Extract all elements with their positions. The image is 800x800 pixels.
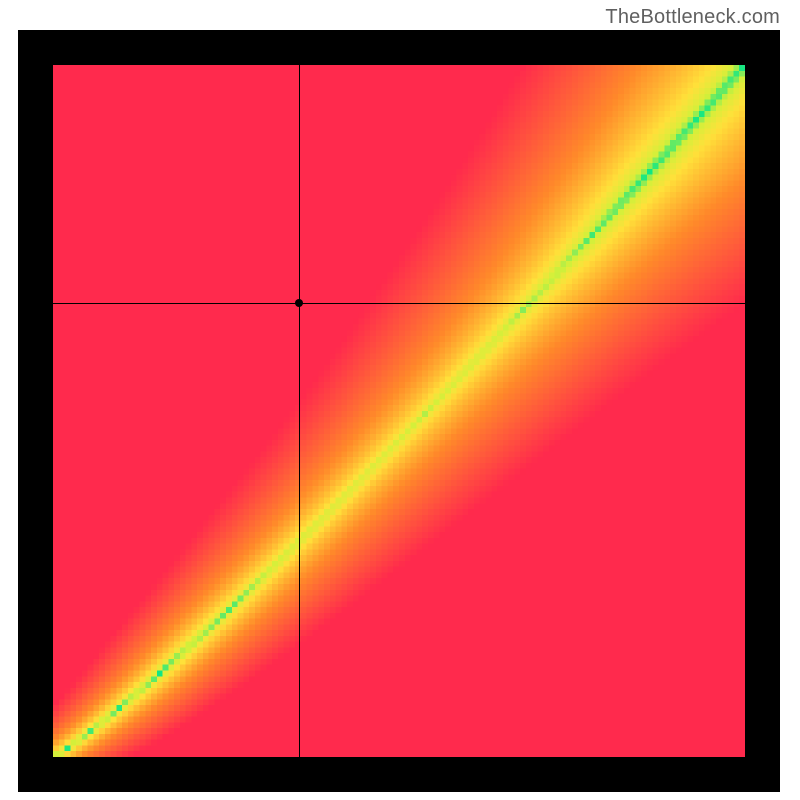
plot-frame (18, 30, 780, 792)
bottleneck-heatmap (53, 65, 745, 757)
selection-marker-dot (295, 299, 303, 307)
crosshair-vertical (299, 65, 300, 757)
watermark-text: TheBottleneck.com (605, 6, 780, 29)
crosshair-horizontal (53, 303, 745, 304)
